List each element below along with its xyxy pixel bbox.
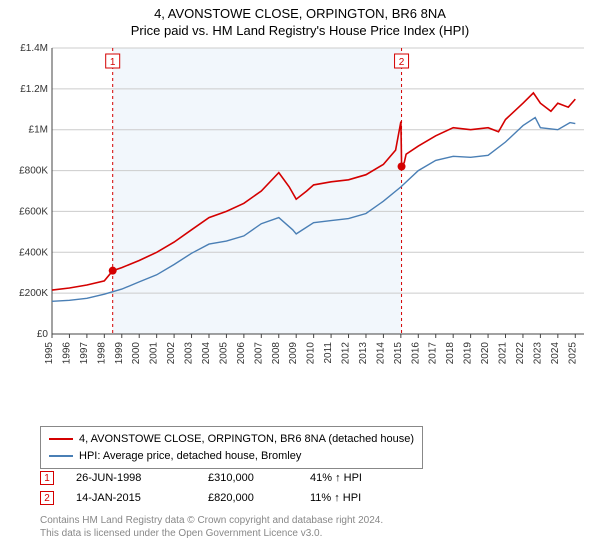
svg-text:2016: 2016	[410, 342, 421, 365]
sale-marker-1: 1	[40, 471, 54, 485]
svg-text:£1.4M: £1.4M	[20, 43, 48, 54]
svg-text:1996: 1996	[61, 342, 72, 365]
svg-text:1995: 1995	[44, 342, 55, 365]
svg-text:£1.2M: £1.2M	[20, 84, 48, 95]
legend: 4, AVONSTOWE CLOSE, ORPINGTON, BR6 8NA (…	[40, 426, 423, 469]
legend-row-2: HPI: Average price, detached house, Brom…	[49, 448, 414, 465]
svg-text:£0: £0	[37, 329, 49, 340]
svg-text:£1M: £1M	[29, 125, 48, 136]
svg-text:1: 1	[110, 57, 116, 68]
sale-delta-1: 41% ↑ HPI	[310, 472, 362, 484]
svg-text:2021: 2021	[498, 342, 509, 365]
chart-plot: £0 £200K £400K £600K £800K £1M £1.2M £1.4M 1995 1…	[8, 42, 592, 382]
svg-text:2: 2	[399, 57, 405, 68]
svg-text:2012: 2012	[341, 342, 352, 365]
svg-text:2009: 2009	[288, 342, 299, 365]
svg-text:2014: 2014	[375, 342, 386, 365]
sale-price-2: £820,000	[208, 492, 288, 504]
svg-text:2011: 2011	[323, 342, 334, 364]
svg-text:2005: 2005	[218, 342, 229, 365]
title-line2: Price paid vs. HM Land Registry's House …	[0, 23, 600, 40]
svg-text:2006: 2006	[236, 342, 247, 365]
svg-text:2025: 2025	[567, 342, 578, 365]
chart-container: 4, AVONSTOWE CLOSE, ORPINGTON, BR6 8NA P…	[0, 0, 600, 560]
svg-text:1997: 1997	[79, 342, 90, 365]
svg-text:£400K: £400K	[19, 247, 48, 258]
footer: Contains HM Land Registry data © Crown c…	[40, 514, 383, 540]
sale-delta-2: 11% ↑ HPI	[310, 492, 361, 504]
svg-text:2002: 2002	[166, 342, 177, 365]
svg-text:£200K: £200K	[19, 288, 48, 299]
svg-text:1998: 1998	[96, 342, 107, 365]
footer-line2: This data is licensed under the Open Gov…	[40, 527, 383, 540]
svg-text:2008: 2008	[271, 342, 282, 365]
sales-list: 1 26-JUN-1998 £310,000 41% ↑ HPI 2 14-JA…	[40, 468, 362, 508]
footer-line1: Contains HM Land Registry data © Crown c…	[40, 514, 383, 527]
sale-marker-2: 2	[40, 491, 54, 505]
sale-price-1: £310,000	[208, 472, 288, 484]
svg-text:£800K: £800K	[19, 166, 48, 177]
legend-swatch-2	[49, 455, 73, 457]
sale-date-1: 26-JUN-1998	[76, 472, 186, 484]
svg-text:2023: 2023	[532, 342, 543, 365]
legend-label-2: HPI: Average price, detached house, Brom…	[79, 448, 301, 465]
svg-text:2010: 2010	[306, 342, 317, 365]
svg-text:2024: 2024	[550, 342, 561, 365]
title-line1: 4, AVONSTOWE CLOSE, ORPINGTON, BR6 8NA	[0, 6, 600, 23]
svg-text:2001: 2001	[149, 342, 160, 365]
chart-svg: £0 £200K £400K £600K £800K £1M £1.2M £1.4M 1995 1…	[8, 42, 592, 382]
sale-date-2: 14-JAN-2015	[76, 492, 186, 504]
svg-text:£600K: £600K	[19, 206, 48, 217]
svg-text:1999: 1999	[114, 342, 125, 365]
svg-text:2019: 2019	[463, 342, 474, 365]
svg-text:2003: 2003	[184, 342, 195, 365]
svg-text:2017: 2017	[428, 342, 439, 365]
chart-title: 4, AVONSTOWE CLOSE, ORPINGTON, BR6 8NA P…	[0, 0, 600, 40]
svg-text:2018: 2018	[445, 342, 456, 365]
legend-swatch-1	[49, 438, 73, 440]
svg-text:2013: 2013	[358, 342, 369, 365]
svg-text:2004: 2004	[201, 342, 212, 365]
legend-row-1: 4, AVONSTOWE CLOSE, ORPINGTON, BR6 8NA (…	[49, 431, 414, 448]
sale-row-1: 1 26-JUN-1998 £310,000 41% ↑ HPI	[40, 468, 362, 488]
svg-text:2022: 2022	[515, 342, 526, 365]
legend-label-1: 4, AVONSTOWE CLOSE, ORPINGTON, BR6 8NA (…	[79, 431, 414, 448]
sale-row-2: 2 14-JAN-2015 £820,000 11% ↑ HPI	[40, 488, 362, 508]
svg-text:2007: 2007	[253, 342, 264, 365]
svg-text:2015: 2015	[393, 342, 404, 365]
svg-text:2020: 2020	[480, 342, 491, 365]
svg-text:2000: 2000	[131, 342, 142, 365]
